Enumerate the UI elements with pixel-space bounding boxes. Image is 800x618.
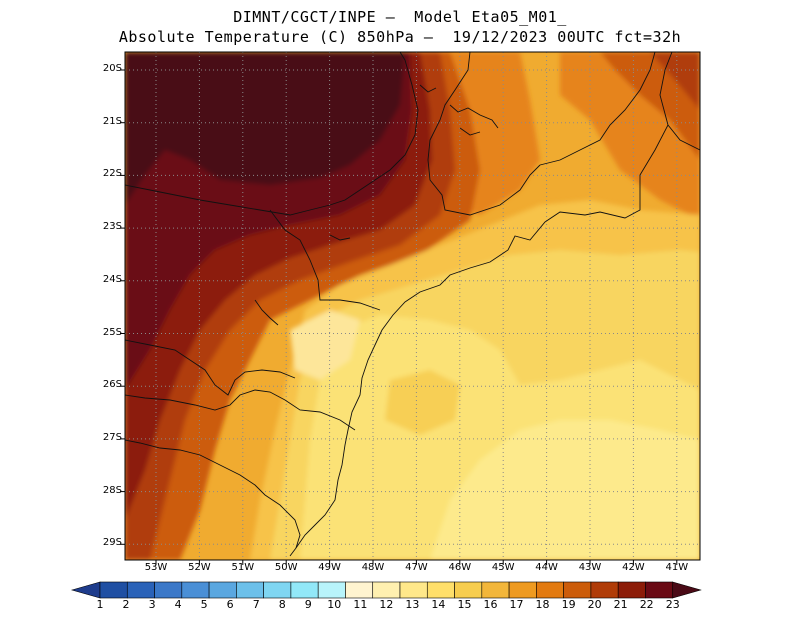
state-border-2 xyxy=(539,52,656,166)
temperature-field xyxy=(125,52,700,560)
colorbar-label: 13 xyxy=(405,598,420,611)
lon-label: 48W xyxy=(361,562,385,573)
field-ne-hot xyxy=(650,52,700,110)
colorbar-label: 4 xyxy=(174,598,182,611)
colorbar-label: 21 xyxy=(613,598,628,611)
colorbar-label: 3 xyxy=(148,598,156,611)
colorbar-label: 17 xyxy=(509,598,524,611)
lat-label: 21S xyxy=(102,115,122,127)
colorbar-label: 11 xyxy=(353,598,368,611)
lat-label: 27S xyxy=(102,431,122,443)
colorbar-label: 12 xyxy=(379,598,394,611)
colorbar-swatch xyxy=(317,581,346,599)
lon-label: 44W xyxy=(535,562,558,573)
lon-label: 53W xyxy=(144,562,168,573)
colorbar-label: 7 xyxy=(252,598,260,611)
colorbar-swatch xyxy=(290,581,319,599)
colorbar-swatch xyxy=(181,581,210,599)
lon-label: 45W xyxy=(491,562,515,573)
colorbar-label: 19 xyxy=(561,598,576,611)
lon-label: 52W xyxy=(188,562,211,573)
map-title: DIMNT/CGCT/INPE – Model Eta05_M01_ xyxy=(233,8,567,26)
coastline-and-borders xyxy=(125,52,700,557)
colorbar-label: 2 xyxy=(122,598,130,611)
colorbar-label: 9 xyxy=(304,598,312,611)
lon-label: 42W xyxy=(622,562,645,573)
field-west-23 xyxy=(125,52,405,205)
colorbar-label: 5 xyxy=(200,598,208,611)
colorbar-swatch xyxy=(590,581,619,599)
colorbar-swatch xyxy=(426,581,455,599)
lat-label: 22S xyxy=(102,168,122,180)
colorbar-label: 23 xyxy=(665,598,680,611)
colorbar xyxy=(70,581,702,599)
colorbar-swatch xyxy=(372,581,401,599)
colorbar-swatch xyxy=(645,581,674,599)
colorbar-swatch xyxy=(508,581,537,599)
lon-label: 46W xyxy=(448,562,472,573)
colorbar-swatch xyxy=(563,581,592,599)
colorbar-label: 14 xyxy=(431,598,446,611)
colorbar-label: 20 xyxy=(587,598,602,611)
state-border-4 xyxy=(269,209,381,311)
lat-label: 25S xyxy=(102,326,122,338)
field-cool-13 xyxy=(430,420,700,560)
state-border-5 xyxy=(125,389,356,431)
lon-label: 50W xyxy=(274,562,298,573)
colorbar-swatch xyxy=(454,581,483,599)
colorbar-swatch xyxy=(481,581,510,599)
lat-label: 28S xyxy=(102,484,122,496)
colorbar-label: 15 xyxy=(457,598,472,611)
colorbar-label: 18 xyxy=(535,598,550,611)
colorbar-arrow-left xyxy=(70,581,101,599)
colorbar-swatch xyxy=(236,581,264,599)
lon-label: 43W xyxy=(578,562,602,573)
lake-detail xyxy=(329,84,499,241)
colorbar-swatch xyxy=(536,581,564,599)
colorbar-label: 6 xyxy=(226,598,234,611)
state-border-6 xyxy=(125,439,301,549)
colorbar-swatch xyxy=(99,581,128,599)
colorbar-swatch xyxy=(208,581,237,599)
lat-label: 24S xyxy=(102,273,122,285)
lon-label: 49W xyxy=(318,562,341,573)
colorbar-swatch xyxy=(399,581,428,599)
colorbar-swatch xyxy=(617,581,646,599)
map-frame xyxy=(124,51,701,561)
colorbar-swatch xyxy=(126,581,155,599)
state-border-3 xyxy=(125,52,419,216)
country-border xyxy=(125,339,296,396)
lat-label: 26S xyxy=(102,379,122,391)
state-border-1 xyxy=(427,52,541,216)
lon-label: 51W xyxy=(231,562,255,573)
colorbar-label: 1 xyxy=(96,598,104,611)
colorbar-swatch xyxy=(263,581,292,599)
coastline xyxy=(289,52,700,557)
colorbar-label: 8 xyxy=(278,598,286,611)
colorbar-swatch xyxy=(154,581,183,599)
colorbar-label: 10 xyxy=(327,598,342,611)
colorbar-label: 16 xyxy=(483,598,498,611)
lat-label: 20S xyxy=(102,63,122,74)
colorbar-swatch xyxy=(345,581,374,599)
axis-ticks xyxy=(120,69,678,565)
lat-label: 23S xyxy=(102,221,122,233)
colorbar-arrow-right xyxy=(672,581,702,599)
colorbar-label: 22 xyxy=(639,598,654,611)
map-subtitle: Absolute Temperature (C) 850hPa – 19/12/… xyxy=(118,28,682,46)
lat-label: 29S xyxy=(102,537,122,549)
lon-label: 41W xyxy=(665,562,689,573)
river-detail xyxy=(254,299,279,326)
field-coast-cool xyxy=(290,310,360,380)
lon-label: 47W xyxy=(405,562,428,573)
